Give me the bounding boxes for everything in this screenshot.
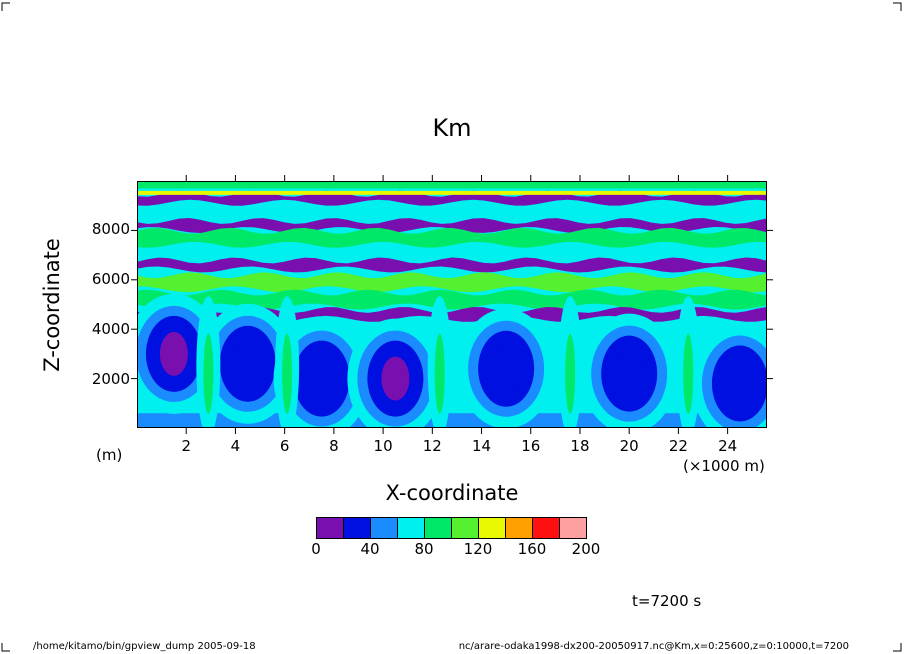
- contour-band: [137, 257, 767, 273]
- colorbar-swatch: [424, 517, 452, 539]
- x-tick-label: 20: [619, 437, 639, 455]
- colorbar-swatch: [532, 517, 560, 539]
- vortex-contour: [159, 331, 188, 376]
- x-tick-label: 24: [718, 437, 738, 455]
- chart-title: Km: [432, 114, 472, 142]
- vortex-contour: [492, 346, 521, 391]
- vortex-contour: [615, 351, 644, 396]
- contour-band: [137, 272, 767, 293]
- y-tick-label: 6000: [91, 270, 130, 288]
- x-tick-label: 12: [422, 437, 442, 455]
- x-tick-label: 22: [668, 437, 688, 455]
- x-tick-label: 4: [230, 437, 241, 455]
- colorbar-tick-label: 80: [414, 540, 434, 558]
- colorbar-swatch: [451, 517, 479, 539]
- x-tick-label: 18: [570, 437, 590, 455]
- x-tick-label: 8: [329, 437, 339, 455]
- x-tick-label: 14: [471, 437, 492, 455]
- vortex-contour: [381, 356, 410, 401]
- colorbar-swatch: [343, 517, 371, 539]
- plume-contour: [434, 333, 445, 414]
- time-annotation: t=7200 s: [632, 592, 702, 610]
- x-axis-label: X-coordinate: [385, 481, 519, 505]
- colorbar-tick-label: 40: [360, 540, 380, 558]
- vortex-contour: [233, 341, 262, 386]
- plume-contour: [282, 333, 293, 414]
- colorbar-tick-label: 160: [517, 540, 547, 558]
- vortex-contour: [725, 361, 754, 406]
- y-axis-unit: (m): [96, 446, 123, 464]
- colorbar-swatch: [478, 517, 506, 539]
- colorbar-tick-label: 0: [311, 540, 321, 558]
- y-axis-label: Z-coordinate: [40, 238, 64, 372]
- footer-right: nc/arare-odaka1998-dx200-20050917.nc@Km,…: [458, 641, 849, 652]
- vortex-contour: [307, 356, 336, 401]
- plume-contour: [683, 333, 694, 414]
- x-tick-label: 6: [279, 437, 290, 455]
- y-tick-label: 8000: [91, 220, 130, 238]
- contour-band: [137, 227, 767, 248]
- contour-band: [137, 190, 767, 195]
- plume-contour: [565, 333, 576, 414]
- plot-frame: [137, 181, 767, 428]
- plume-contour: [203, 333, 214, 414]
- x-tick-label: 10: [373, 437, 393, 455]
- x-tick-label: 16: [521, 437, 541, 455]
- colorbar-swatch: [559, 517, 587, 539]
- y-tick-label: 2000: [91, 370, 130, 388]
- x-tick-label: 2: [181, 437, 191, 455]
- x-axis-unit: (×1000 m): [683, 457, 765, 475]
- y-tick-label: 4000: [91, 320, 130, 338]
- contour-band: [137, 181, 767, 189]
- contour-band: [137, 289, 767, 310]
- colorbar-tick-label: 200: [571, 540, 601, 558]
- colorbar-tick-label: 120: [463, 540, 493, 558]
- footer-left: /home/kitamo/bin/gpview_dump 2005-09-18: [33, 641, 256, 652]
- colorbar-swatch: [397, 517, 425, 539]
- colorbar-swatch: [505, 517, 533, 539]
- contour-plot: [137, 181, 767, 428]
- colorbar-swatch: [370, 517, 398, 539]
- axis-ticks: [131, 175, 773, 434]
- colorbar-swatch: [316, 517, 344, 539]
- colorbar: [316, 517, 587, 539]
